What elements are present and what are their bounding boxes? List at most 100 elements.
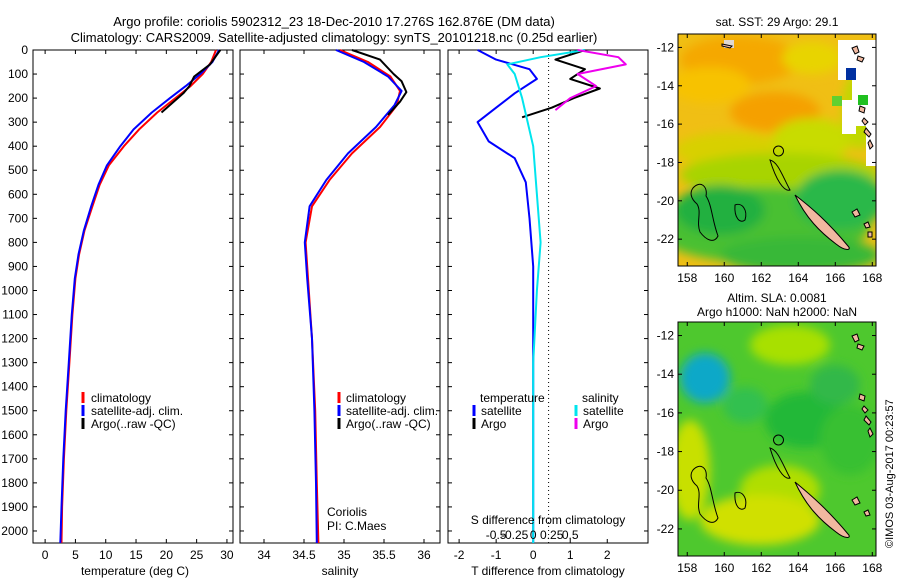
salinity-x-axis: 34 34.5 35 35.5 36 <box>257 50 431 562</box>
depth-tick-label: 1400 <box>1 380 28 394</box>
legend-sal-argo-label: Argo <box>583 417 609 431</box>
series-line-satellite-adj-clim- <box>303 49 403 544</box>
sla-map-longitude-axis: 158 160 162 164 166 168 <box>677 322 883 575</box>
series-line-salinity-satellite <box>506 49 586 543</box>
temperature-plot-frame <box>32 49 234 544</box>
depth-tick-label: 300 <box>8 115 28 129</box>
series-line-argo-raw-qc- <box>351 49 408 116</box>
legend-temp-argo-label: Argo <box>481 417 507 431</box>
x-tick-label: 36 <box>417 548 431 562</box>
legend-argo-label: Argo(..raw -QC) <box>346 417 431 431</box>
lat-tick-label: -18 <box>657 445 675 459</box>
depth-tick-label: 1100 <box>2 308 28 322</box>
lat-tick-label: -14 <box>657 79 675 93</box>
depth-tick-label: 1500 <box>1 404 28 418</box>
x-tick-label: 25 <box>190 548 204 562</box>
difference-plot-frame <box>447 49 649 544</box>
temperature-legend: climatology satellite-adj. clim. Argo(..… <box>81 391 183 431</box>
series-line-salinity-argo <box>554 49 627 111</box>
salinity-series <box>303 49 408 544</box>
x-tick-label: 34.5 <box>292 548 316 562</box>
lon-tick-label: 164 <box>788 561 808 575</box>
lat-tick-label: -12 <box>657 329 675 343</box>
s-tick-label: 0 <box>530 528 537 542</box>
depth-tick-label: 1000 <box>1 283 28 297</box>
s-difference-label: S difference from climatology <box>471 513 626 527</box>
figure-title-line2: Climatology: CARS2009. Satellite-adjuste… <box>71 30 598 45</box>
legend-climatology-label: climatology <box>346 391 406 405</box>
lon-tick-label: 168 <box>862 561 882 575</box>
difference-series <box>476 49 627 543</box>
series-line-temperature-argo <box>521 49 601 119</box>
depth-tick-label: 1300 <box>1 356 28 370</box>
imos-credit: ©IMOS 03-Aug-2017 00:23:57 <box>884 399 896 548</box>
x-tick-label: 0 <box>530 548 537 562</box>
data-centre-annotation: Coriolis <box>327 505 367 519</box>
temperature-xlabel: temperature (deg C) <box>81 564 189 578</box>
argo-position-marker <box>773 434 784 446</box>
s-tick-label: -0.5 <box>486 528 507 542</box>
sla-heatmap <box>678 322 876 556</box>
salinity-legend: climatology satellite-adj. clim. Argo(..… <box>337 391 438 431</box>
x-tick-label: -1 <box>491 548 502 562</box>
difference-legend: temperature satellite Argo salinity sate… <box>472 391 624 431</box>
lon-tick-label: 162 <box>751 561 771 575</box>
lat-tick-label: -16 <box>657 117 675 131</box>
salinity-depth-ticks <box>240 49 440 532</box>
legend-satellite-label: satellite-adj. clim. <box>91 404 183 418</box>
figure-title-line1: Argo profile: coriolis 5902312_23 18-Dec… <box>113 14 555 29</box>
x-tick-label: 5 <box>72 548 79 562</box>
temperature-x-axis: 0 5 10 15 20 25 30 <box>42 50 234 562</box>
series-line-satellite-adj-clim- <box>59 49 220 544</box>
sst-heatmap <box>678 34 876 266</box>
lon-tick-label: 158 <box>677 561 697 575</box>
x-tick-label: 0 <box>42 548 49 562</box>
lon-tick-label: 166 <box>825 561 845 575</box>
depth-axis: 0 100 200 300 400 500 600 700 800 900 1000 1100 1200… <box>1 43 233 538</box>
depth-tick-label: 900 <box>8 259 28 273</box>
sst-map-latitude-axis: -12 -14 -16 -18 -20 -22 <box>657 40 876 246</box>
legend-temperature-title: temperature <box>480 391 545 405</box>
x-tick-label: -2 <box>454 548 465 562</box>
sla-map-frame <box>677 321 877 557</box>
legend-satellite-label: satellite-adj. clim. <box>346 404 438 418</box>
lon-tick-label: 160 <box>714 561 734 575</box>
salinity-difference-tick-labels: -0.5-0.25 0 0.250.5 <box>486 528 579 542</box>
depth-tick-label: 200 <box>8 91 28 105</box>
legend-salinity-title: salinity <box>582 391 619 405</box>
lon-tick-label: 162 <box>751 271 771 285</box>
depth-tick-label: 1600 <box>1 428 28 442</box>
s-tick-label: 0.5 <box>562 528 579 542</box>
temperature-series <box>59 49 222 544</box>
depth-tick-label: 600 <box>8 187 28 201</box>
lon-tick-label: 160 <box>714 271 734 285</box>
depth-tick-label: 2000 <box>1 524 28 538</box>
lat-tick-label: -14 <box>657 367 675 381</box>
sst-map-panel: sat. SST: 29 Argo: 29.1 <box>657 15 883 285</box>
x-tick-label: 30 <box>220 548 234 562</box>
lat-tick-label: -16 <box>657 406 675 420</box>
x-tick-label: 35.5 <box>372 548 396 562</box>
depth-tick-label: 0 <box>21 43 28 57</box>
sla-map-panel: Altim. SLA: 0.0081 Argo h1000: NaN h2000… <box>657 291 883 575</box>
sst-map-title: sat. SST: 29 Argo: 29.1 <box>716 15 839 29</box>
legend-climatology-label: climatology <box>91 391 151 405</box>
lat-tick-label: -22 <box>657 232 675 246</box>
pi-annotation: PI: C.Maes <box>327 519 386 533</box>
depth-tick-label: 700 <box>8 211 28 225</box>
lat-tick-label: -22 <box>657 522 675 536</box>
depth-tick-label: 500 <box>8 163 28 177</box>
x-tick-label: 2 <box>604 548 611 562</box>
difference-panel: -2 -1 0 1 2 S difference from climatology -0… <box>447 49 649 578</box>
legend-temp-satellite-label: satellite <box>481 404 522 418</box>
legend-argo-label: Argo(..raw -QC) <box>91 417 176 431</box>
s-tick-label: 0.25 <box>540 528 564 542</box>
temperature-panel: 0100200300400500600700800900100011001200… <box>1 43 234 578</box>
difference-depth-ticks <box>448 49 648 532</box>
sla-map-title-line1: Altim. SLA: 0.0081 <box>727 291 827 305</box>
lat-tick-label: -20 <box>657 483 675 497</box>
x-tick-label: 34 <box>257 548 271 562</box>
depth-tick-label: 800 <box>8 235 28 249</box>
t-difference-xlabel: T difference from climatology <box>471 564 625 578</box>
